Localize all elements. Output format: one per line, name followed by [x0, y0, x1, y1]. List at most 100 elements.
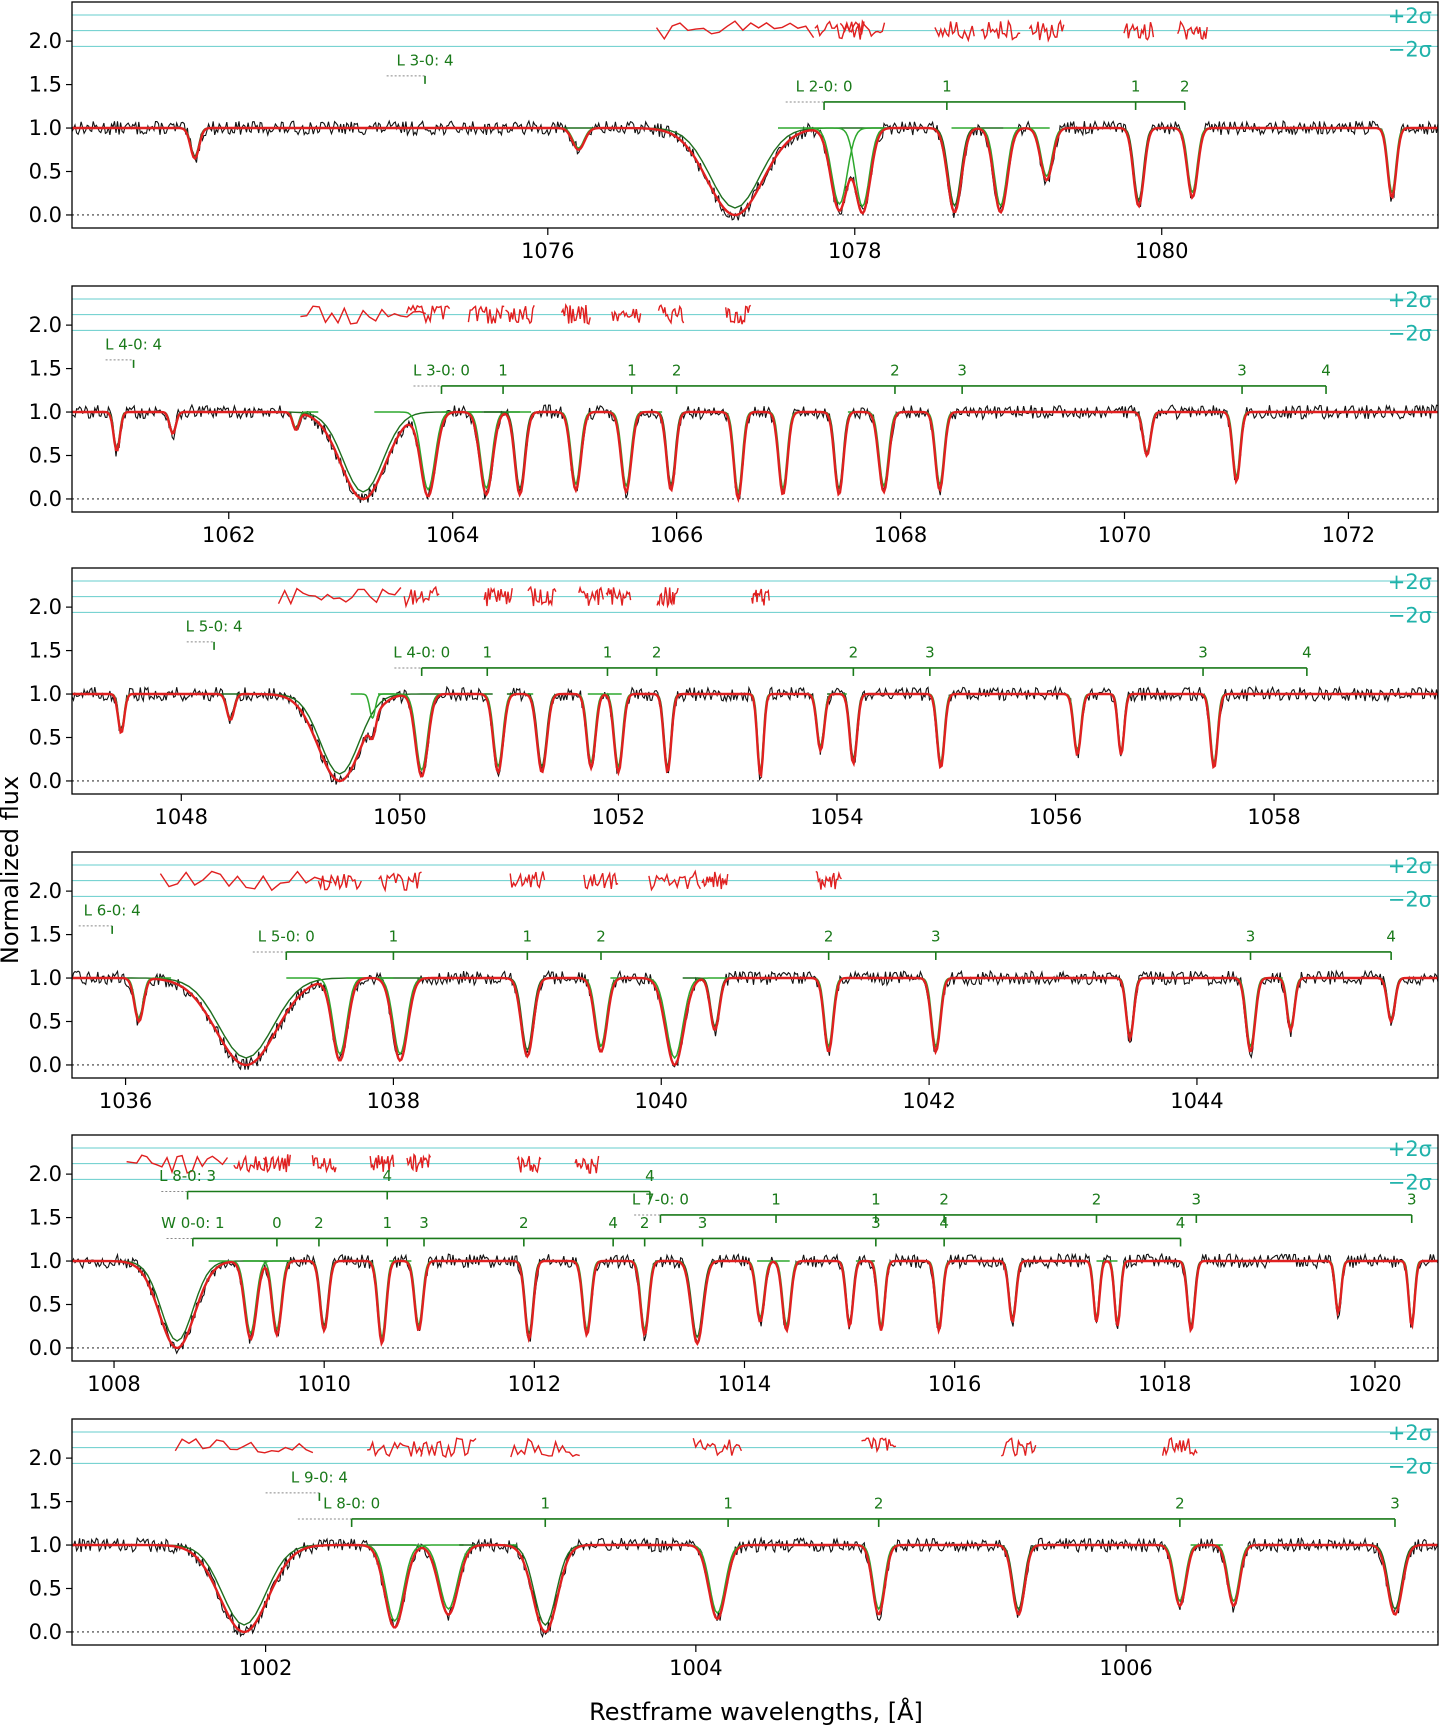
transition-label: 1: [723, 1495, 733, 1513]
transition-label: 0: [272, 1214, 282, 1232]
y-tick-label: 0.0: [29, 487, 62, 511]
residual-segment: [839, 19, 886, 40]
residual-segment: [574, 1155, 600, 1174]
minus-2sigma-label: −2σ: [1388, 887, 1432, 911]
y-tick-label: 0.5: [29, 1293, 62, 1317]
component-profile: [540, 411, 612, 486]
component-profile: [94, 411, 140, 450]
transition-label: 3: [1198, 644, 1208, 662]
panel-frame: [71, 1, 1439, 229]
component-profile: [908, 411, 972, 486]
y-tick-label: 1.5: [29, 1206, 62, 1230]
y-tick-label: 2.0: [29, 313, 62, 337]
transition-label: 2: [672, 362, 682, 380]
residual-segment: [701, 871, 729, 890]
x-tick-label: 1072: [1322, 523, 1375, 547]
component-profile: [346, 977, 454, 1056]
y-tick-label: 0.0: [29, 1053, 62, 1077]
observed-spectrum: [72, 1536, 1438, 1639]
residual-segment: [1028, 19, 1065, 43]
panel-frame: [71, 1418, 1439, 1646]
transition-label: 4: [1386, 928, 1396, 946]
residual-segment: [815, 870, 842, 890]
transition-label: L 3-0: 4: [397, 51, 454, 69]
y-tick-label: 1.0: [29, 116, 62, 140]
residual-segment: [814, 20, 865, 40]
panel-1: L 3-0: 4 L 2-0: 0 1 1 2 +2σ −2σ 0.0 0.5 1.0 1.5 2.0…: [29, 1, 1439, 263]
transition-label: 2: [1175, 1495, 1185, 1513]
transition-label: 2: [849, 644, 859, 662]
component-profile: [557, 1260, 617, 1331]
component-profile: [1155, 127, 1230, 194]
x-tick-label: 1078: [828, 239, 881, 263]
minus-2sigma-label: −2σ: [1388, 1454, 1432, 1478]
plot-area: L 4-0: 4 L 3-0: 0 1 1 2 2 3 3 4: [72, 298, 1438, 504]
x-tick-label: 1050: [373, 805, 426, 829]
y-tick-label: 1.5: [29, 357, 62, 381]
plus-2sigma-label: +2σ: [1388, 1421, 1432, 1445]
transition-label: 1: [382, 1214, 392, 1232]
observed-spectrum: [72, 1252, 1438, 1355]
panel-frame: [71, 851, 1439, 1079]
component-profile: [208, 1260, 293, 1335]
component-profile: [499, 1260, 559, 1335]
residual-segment: [126, 1154, 229, 1175]
panel-6: L 9-0: 4 L 8-0: 0 1 1 2 2 3 +2σ −2σ 0.0 0.5 1.0 1.5 2…: [29, 1418, 1439, 1680]
total-fit: [72, 410, 1438, 504]
y-tick-label: 1.5: [29, 73, 62, 97]
panel-frame: [71, 567, 1439, 795]
x-tick-label: 1066: [650, 523, 703, 547]
x-tick-label: 1016: [928, 1372, 981, 1396]
transition-label: 3: [1407, 1191, 1417, 1209]
total-fit: [72, 1543, 1438, 1634]
transition-label: L 3-0: 0: [413, 362, 470, 380]
residual-segment: [467, 305, 505, 324]
observed-spectrum: [72, 119, 1438, 221]
component-profile: [1099, 693, 1143, 753]
component-profile: [535, 127, 622, 149]
component-profile: [459, 1544, 632, 1626]
component-profile: [807, 411, 871, 490]
y-tick-label: 1.0: [29, 1249, 62, 1273]
plot-area: L 9-0: 4 L 8-0: 0 1 1 2 2 3: [72, 1431, 1438, 1639]
component-profile: [1103, 977, 1157, 1036]
residual-segment: [648, 869, 702, 892]
component-profile: [657, 1544, 778, 1615]
transition-label: L 4-0: 4: [105, 335, 162, 353]
transition-label: L 4-0: 0: [393, 644, 450, 662]
component-profile: [1187, 693, 1241, 765]
residual-segment: [578, 585, 604, 606]
component-profile: [706, 411, 770, 495]
residual-segment: [692, 1438, 743, 1457]
residual-segment: [560, 303, 591, 325]
component-profile: [1343, 1544, 1438, 1611]
residual-segment: [233, 1154, 269, 1174]
residual-segment: [1123, 22, 1155, 41]
transition-label: 1: [482, 644, 492, 662]
plus-2sigma-label: +2σ: [1388, 288, 1432, 312]
component-profile: [1361, 127, 1423, 194]
transition-label: 3: [871, 1214, 881, 1232]
transition-label: 3: [419, 1214, 429, 1232]
plot-area: L 8-0: 3 4 4 L 7-0: 0 1 1 2 2 3 3 W 0-0: 1 0 2 1 3 2 4 2 3…: [72, 1147, 1438, 1355]
total-fit: [72, 126, 1438, 217]
x-tick-label: 1004: [669, 1656, 722, 1680]
transition-label: L 5-0: 4: [186, 617, 243, 635]
panel-5: L 8-0: 3 4 4 L 7-0: 0 1 1 2 2 3 3 W 0-0: 1 0 2 1 3 2 4 2 3…: [29, 1134, 1439, 1396]
component-profile: [1390, 1260, 1433, 1324]
x-tick-label: 1040: [635, 1089, 688, 1113]
panel-frame: [71, 285, 1439, 513]
component-profile: [847, 411, 920, 488]
plot-area: L 3-0: 4 L 2-0: 0 1 1 2: [72, 14, 1438, 221]
transition-label: 2: [1092, 1191, 1102, 1209]
observed-spectrum: [72, 969, 1438, 1071]
x-tick-label: 1058: [1247, 805, 1300, 829]
transition-label: 1: [627, 362, 637, 380]
residual-segment: [527, 585, 557, 607]
residual-segment: [980, 19, 1021, 41]
transition-label: 2: [519, 1214, 529, 1232]
component-profile: [72, 1544, 417, 1626]
transition-label: 1: [523, 928, 533, 946]
component-profile: [378, 693, 466, 772]
residual-segment: [403, 585, 440, 609]
